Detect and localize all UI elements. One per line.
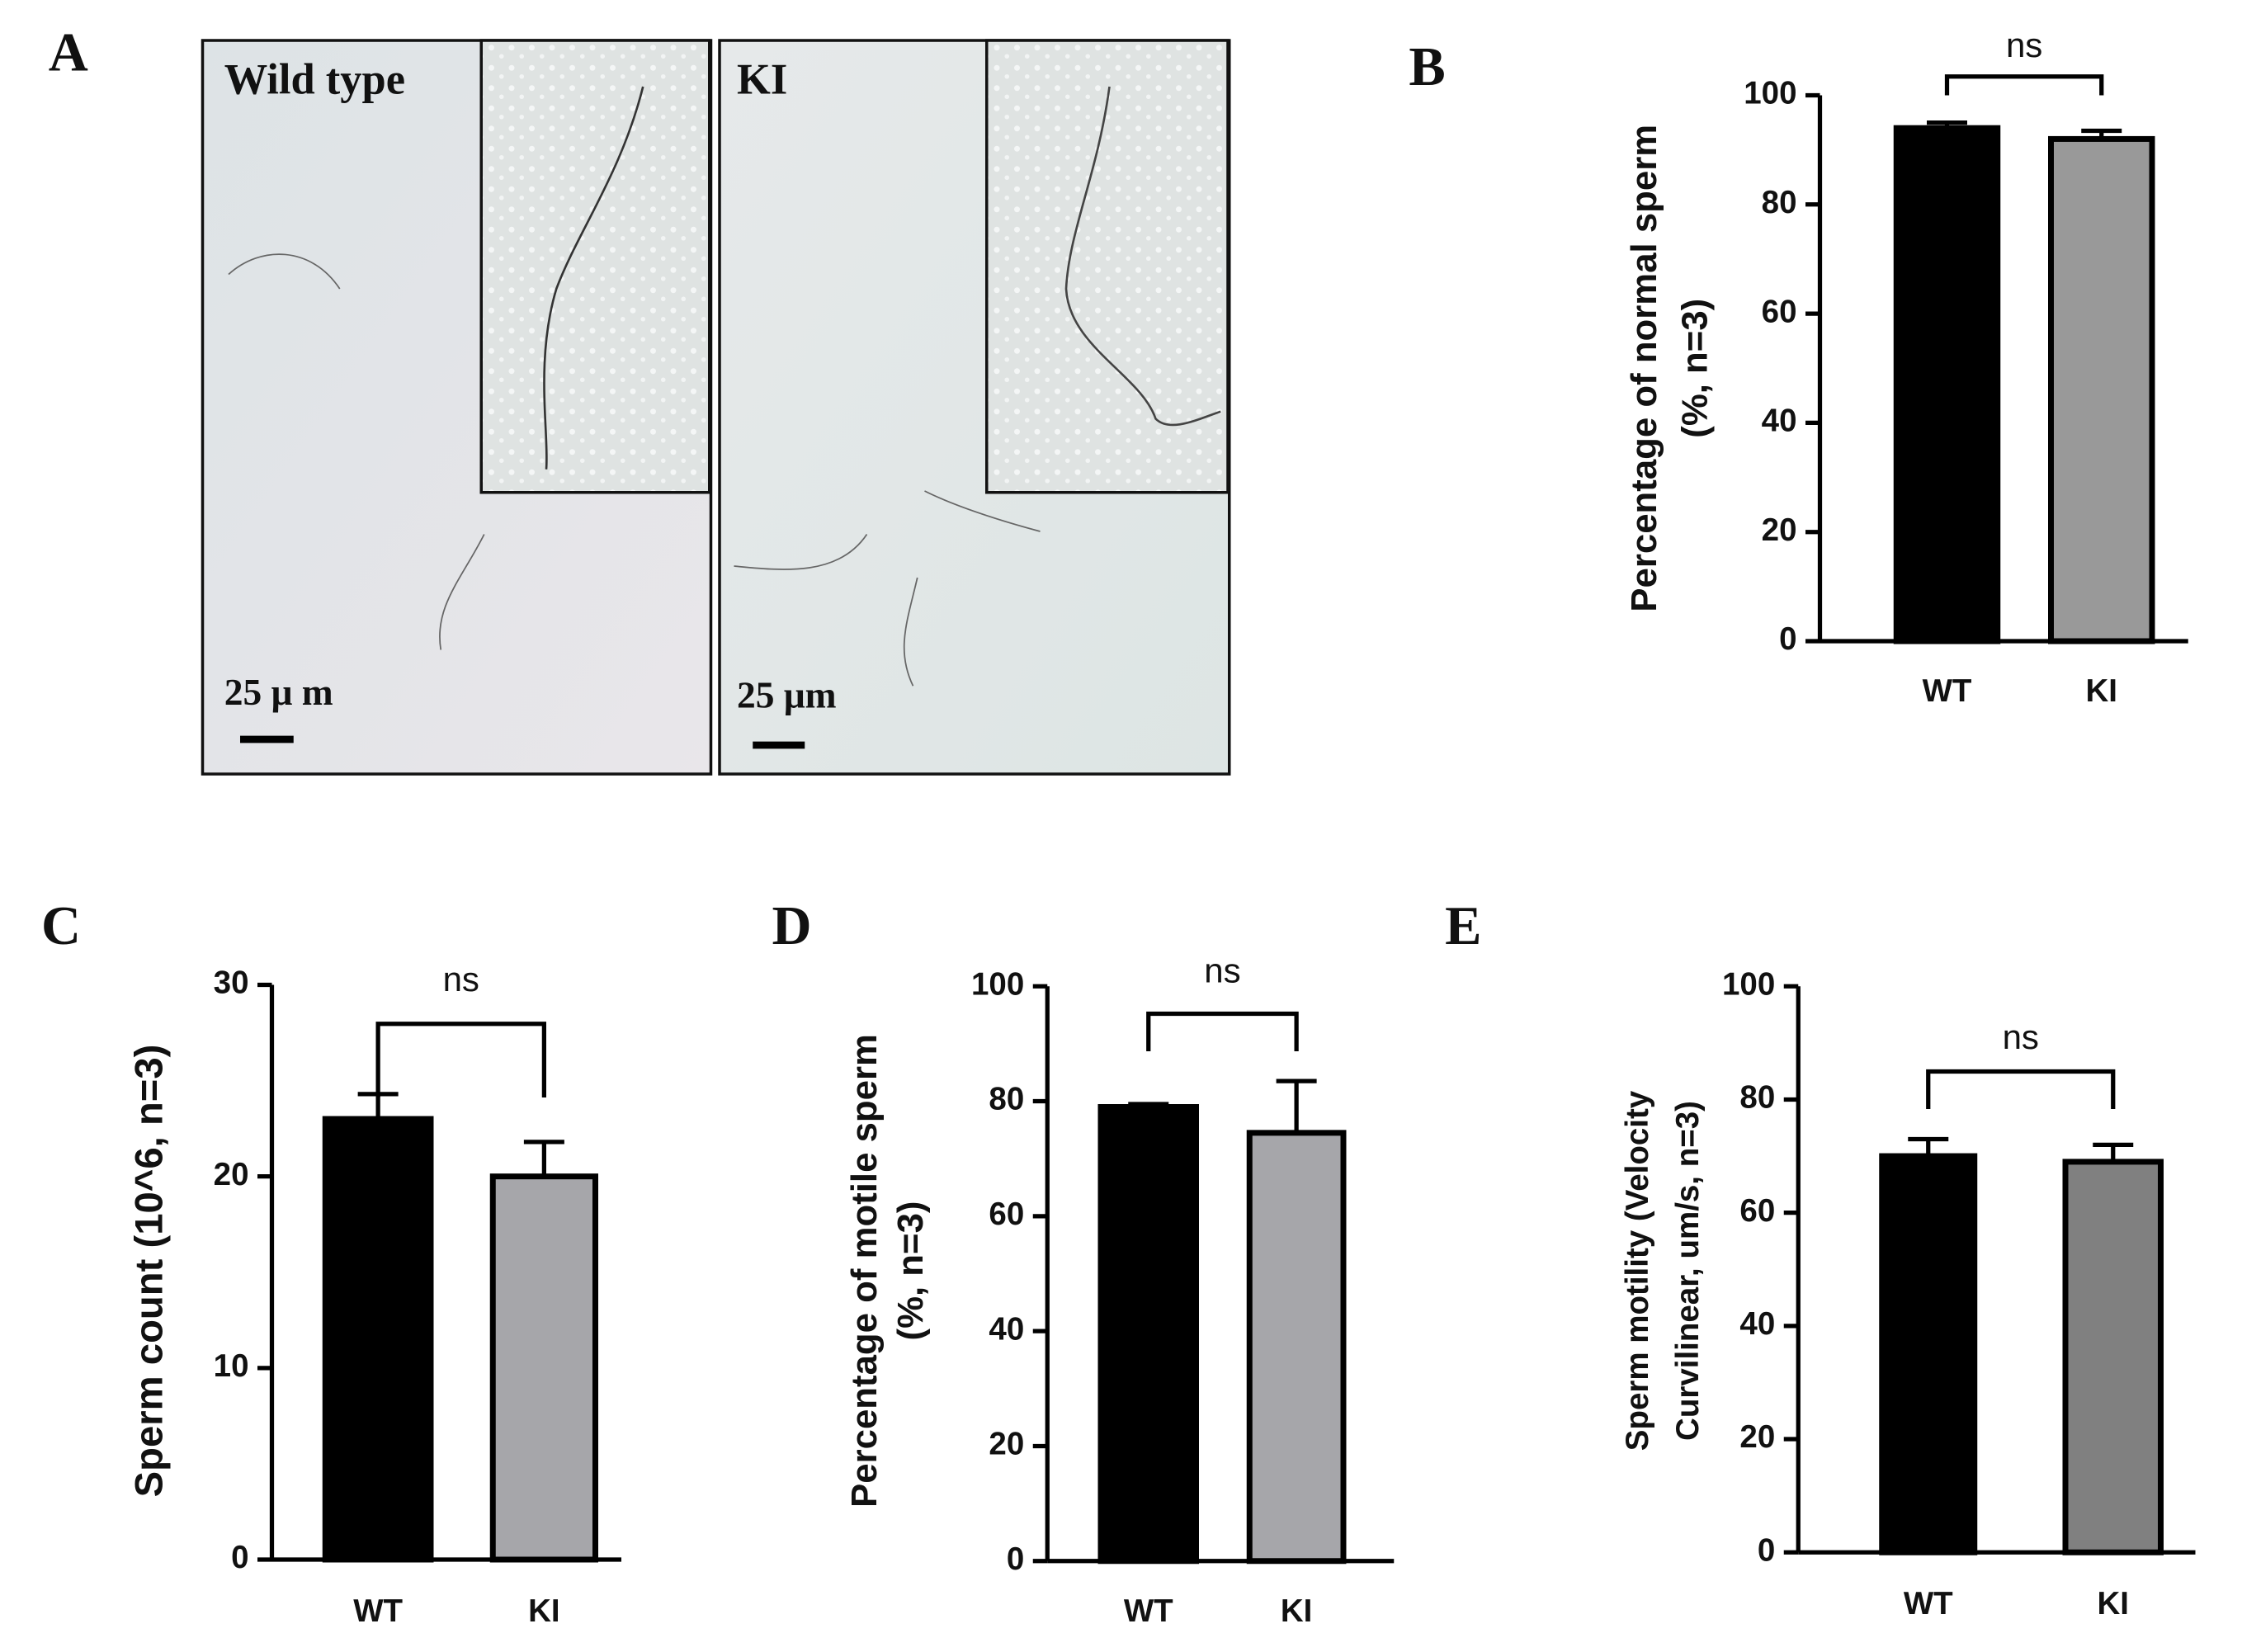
y-axis-label: (%, n=3) xyxy=(890,1201,931,1341)
x-tick-label: KI xyxy=(528,1593,560,1629)
y-tick-label: 100 xyxy=(971,966,1024,1002)
x-tick-label: WT xyxy=(1124,1593,1173,1629)
bar xyxy=(1879,1153,1978,1555)
y-tick-label: 100 xyxy=(1722,966,1775,1002)
micrograph-inset xyxy=(985,39,1230,494)
bar xyxy=(2048,135,2155,644)
sperm xyxy=(228,253,485,650)
bar xyxy=(2062,1159,2164,1555)
bar xyxy=(489,1173,599,1563)
y-tick-label: 30 xyxy=(214,965,249,1001)
scale-label: 25 μm xyxy=(737,673,837,715)
panel-label: A xyxy=(49,22,88,83)
scale-label: 25 μ m xyxy=(224,671,333,713)
y-tick-label: 0 xyxy=(1779,621,1796,657)
y-tick-label: 80 xyxy=(1739,1080,1775,1116)
x-tick-label: KI xyxy=(2098,1586,2130,1621)
micrograph-inset xyxy=(479,39,711,494)
bar xyxy=(1246,1130,1347,1565)
y-axis-label: Percentage of normal sperm xyxy=(1624,125,1664,612)
micrograph-panel: A Wild type KI 25 μ m 25 μm xyxy=(49,22,1231,776)
significance-bracket xyxy=(1926,1069,2116,1109)
x-tick-label: KI xyxy=(2086,673,2118,709)
panel-label: E xyxy=(1445,896,1481,956)
x-tick-label: KI xyxy=(1281,1593,1313,1629)
significance-label: ns xyxy=(1204,951,1240,990)
bar xyxy=(1893,125,2001,644)
sperm xyxy=(1064,86,1221,427)
sperm xyxy=(543,86,644,470)
y-axis-label: Sperm motility (Velocity xyxy=(1620,1090,1655,1451)
y-tick-label: 60 xyxy=(1739,1193,1775,1229)
significance-label: ns xyxy=(2006,26,2042,64)
y-tick-label: 20 xyxy=(214,1157,249,1192)
y-tick-label: 0 xyxy=(231,1540,248,1575)
panel-label: B xyxy=(1409,37,1445,97)
y-axis-label: (%, n=3) xyxy=(1674,299,1715,438)
y-axis-label: Curvilinear, um/s, n=3) xyxy=(1670,1101,1706,1441)
y-tick-label: 20 xyxy=(1739,1419,1775,1455)
micrograph-title: Wild type xyxy=(224,56,405,104)
significance-bracket xyxy=(1944,74,2104,96)
y-tick-label: 60 xyxy=(989,1197,1024,1232)
y-tick-label: 0 xyxy=(1758,1532,1775,1568)
bar xyxy=(1097,1104,1199,1565)
y-tick-label: 20 xyxy=(989,1427,1024,1462)
y-tick-label: 0 xyxy=(1007,1541,1024,1577)
significance-bracket xyxy=(375,1022,547,1097)
y-axis-label: Percentage of motile sperm xyxy=(844,1034,885,1508)
x-tick-label: WT xyxy=(1923,673,1972,709)
micrograph-title: KI xyxy=(737,56,787,104)
y-tick-label: 40 xyxy=(1739,1306,1775,1342)
y-tick-label: 40 xyxy=(989,1311,1024,1347)
y-axis-label: Sperm count (10^6, n=3) xyxy=(128,1045,172,1498)
y-tick-label: 40 xyxy=(1762,404,1797,439)
y-tick-label: 20 xyxy=(1762,512,1797,548)
y-tick-label: 10 xyxy=(214,1348,249,1384)
x-tick-label: WT xyxy=(1904,1586,1953,1621)
bar xyxy=(322,1116,434,1563)
significance-label: ns xyxy=(2003,1017,2039,1056)
panel-label: C xyxy=(41,896,81,956)
y-tick-label: 100 xyxy=(1744,76,1796,111)
significance-bracket xyxy=(1146,1011,1299,1051)
y-tick-label: 80 xyxy=(1762,185,1797,220)
y-tick-label: 60 xyxy=(1762,294,1797,329)
panel-label: D xyxy=(772,896,811,956)
sperm xyxy=(734,490,1041,687)
y-tick-label: 80 xyxy=(989,1082,1024,1117)
significance-label: ns xyxy=(443,960,479,998)
x-tick-label: WT xyxy=(353,1593,403,1629)
